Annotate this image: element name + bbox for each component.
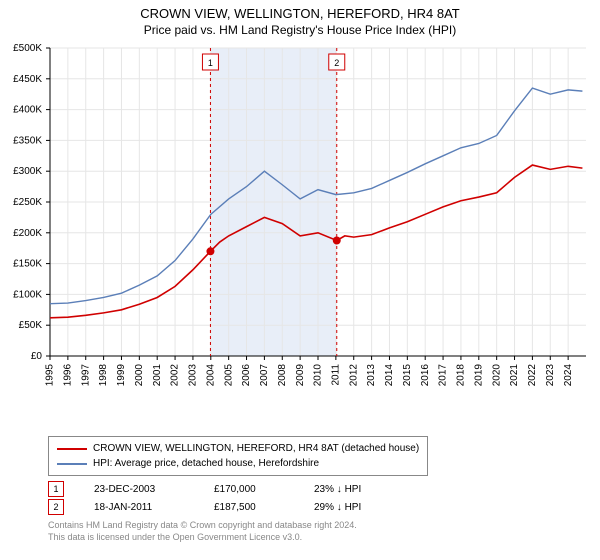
svg-text:£300K: £300K — [13, 166, 42, 177]
svg-text:2005: 2005 — [223, 364, 234, 387]
svg-text:2012: 2012 — [348, 364, 359, 387]
legend-swatch — [57, 463, 87, 465]
svg-text:2018: 2018 — [456, 364, 467, 387]
chart-title: CROWN VIEW, WELLINGTON, HEREFORD, HR4 8A… — [0, 6, 600, 21]
svg-text:£350K: £350K — [13, 135, 42, 146]
svg-text:1998: 1998 — [98, 364, 109, 387]
chart-container: CROWN VIEW, WELLINGTON, HEREFORD, HR4 8A… — [0, 0, 600, 560]
svg-text:2016: 2016 — [420, 364, 431, 387]
svg-text:£150K: £150K — [13, 259, 42, 270]
svg-text:2007: 2007 — [259, 364, 270, 387]
marker-date: 23-DEC-2003 — [94, 484, 214, 495]
svg-text:2004: 2004 — [205, 364, 216, 387]
svg-text:2008: 2008 — [277, 364, 288, 387]
marker-pct: 23% ↓ HPI — [314, 484, 414, 495]
svg-text:1: 1 — [208, 58, 213, 68]
svg-text:2023: 2023 — [545, 364, 556, 387]
svg-text:2001: 2001 — [152, 364, 163, 387]
svg-text:£100K: £100K — [13, 289, 42, 300]
footer-line: This data is licensed under the Open Gov… — [48, 532, 357, 544]
marker-pct: 29% ↓ HPI — [314, 502, 414, 513]
svg-text:2024: 2024 — [563, 364, 574, 387]
svg-text:1997: 1997 — [80, 364, 91, 387]
legend-swatch — [57, 448, 87, 450]
svg-text:1996: 1996 — [63, 364, 74, 387]
title-block: CROWN VIEW, WELLINGTON, HEREFORD, HR4 8A… — [0, 0, 600, 37]
chart-plot: 1995 1996 1997 1998 1999 2000 2001 2002 2003 2004… — [48, 46, 588, 396]
chart-svg: 1995 1996 1997 1998 1999 2000 2001 2002 2003 2004… — [48, 46, 588, 396]
svg-text:2013: 2013 — [366, 364, 377, 387]
legend-item: HPI: Average price, detached house, Here… — [57, 456, 419, 471]
svg-text:2015: 2015 — [402, 364, 413, 387]
legend: CROWN VIEW, WELLINGTON, HEREFORD, HR4 8A… — [48, 436, 428, 476]
svg-text:£400K: £400K — [13, 105, 42, 116]
marker-date: 18-JAN-2011 — [94, 502, 214, 513]
chart-subtitle: Price paid vs. HM Land Registry's House … — [0, 23, 600, 37]
svg-text:2: 2 — [334, 58, 339, 68]
marker-price: £170,000 — [214, 484, 314, 495]
svg-text:1995: 1995 — [45, 364, 56, 387]
svg-text:2002: 2002 — [170, 364, 181, 387]
svg-text:2010: 2010 — [313, 364, 324, 387]
svg-text:£500K: £500K — [13, 43, 42, 54]
svg-text:£250K: £250K — [13, 197, 42, 208]
svg-text:£200K: £200K — [13, 228, 42, 239]
marker-price: £187,500 — [214, 502, 314, 513]
svg-text:1999: 1999 — [116, 364, 127, 387]
svg-text:£0: £0 — [31, 351, 43, 362]
svg-text:2019: 2019 — [473, 364, 484, 387]
legend-label: HPI: Average price, detached house, Here… — [93, 456, 319, 471]
svg-text:2003: 2003 — [188, 364, 199, 387]
marker-row: 1 23-DEC-2003 £170,000 23% ↓ HPI — [48, 480, 414, 498]
svg-text:2020: 2020 — [491, 364, 502, 387]
marker-table: 1 23-DEC-2003 £170,000 23% ↓ HPI 2 18-JA… — [48, 480, 414, 516]
footer: Contains HM Land Registry data © Crown c… — [48, 520, 357, 543]
svg-text:2021: 2021 — [509, 364, 520, 387]
svg-text:2006: 2006 — [241, 364, 252, 387]
svg-text:2014: 2014 — [384, 364, 395, 387]
marker-row: 2 18-JAN-2011 £187,500 29% ↓ HPI — [48, 498, 414, 516]
svg-text:2009: 2009 — [295, 364, 306, 387]
legend-label: CROWN VIEW, WELLINGTON, HEREFORD, HR4 8A… — [93, 441, 419, 456]
marker-id-box: 1 — [48, 481, 64, 497]
svg-text:£450K: £450K — [13, 74, 42, 85]
legend-item: CROWN VIEW, WELLINGTON, HEREFORD, HR4 8A… — [57, 441, 419, 456]
footer-line: Contains HM Land Registry data © Crown c… — [48, 520, 357, 532]
svg-text:2000: 2000 — [134, 364, 145, 387]
svg-text:2011: 2011 — [331, 364, 342, 386]
svg-text:2022: 2022 — [527, 364, 538, 387]
svg-text:2017: 2017 — [438, 364, 449, 387]
marker-id-box: 2 — [48, 499, 64, 515]
svg-text:£50K: £50K — [19, 320, 43, 331]
